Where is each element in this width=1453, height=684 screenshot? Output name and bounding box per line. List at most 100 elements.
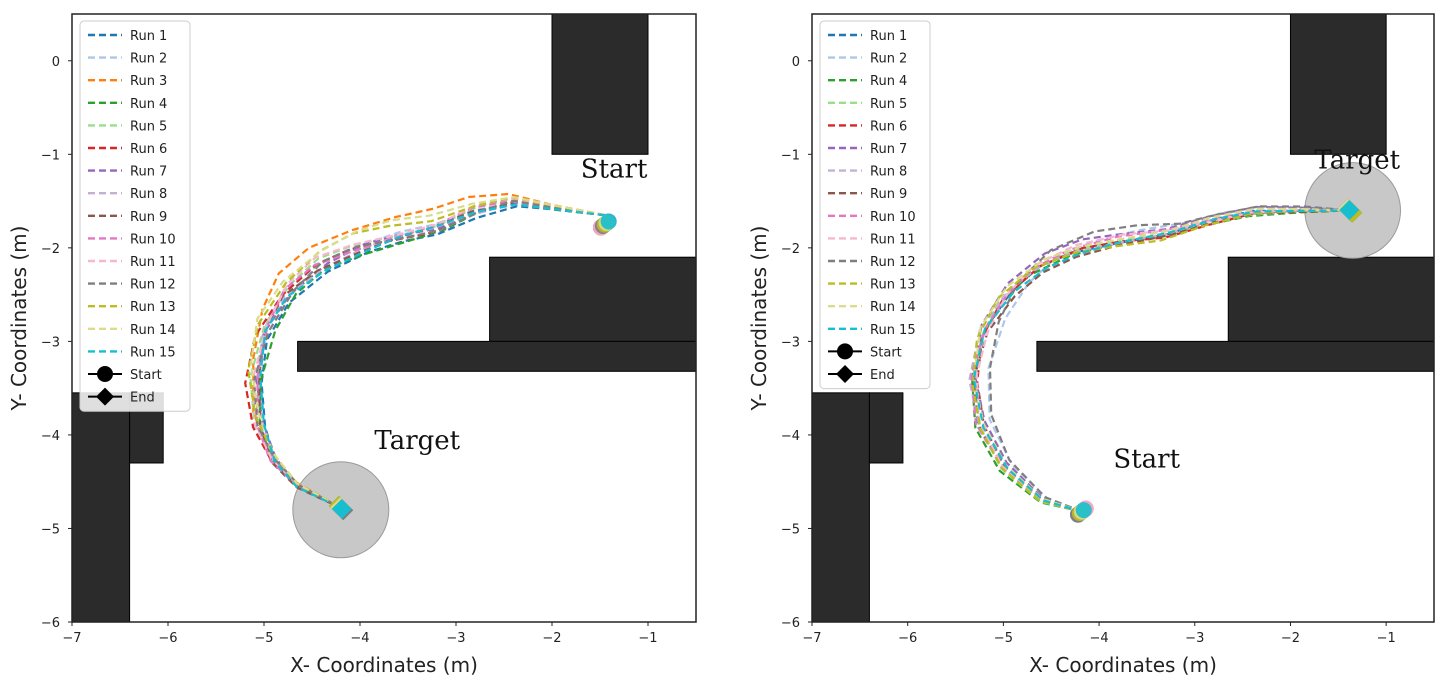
trajectory-run-13 xyxy=(971,209,1350,513)
trajectory-run-11 xyxy=(252,197,605,509)
obstacle-2 xyxy=(868,392,904,464)
trajectory-run-10 xyxy=(255,199,605,509)
trajectory-run-14 xyxy=(972,207,1350,513)
legend-label: Run 6 xyxy=(870,119,907,134)
legend-label: Run 10 xyxy=(130,232,176,247)
legend-label: Run 15 xyxy=(870,323,916,338)
annotation-target: Target xyxy=(374,426,460,456)
axes-frame xyxy=(71,13,697,623)
start-marker xyxy=(1075,502,1092,519)
trajectory-run-15 xyxy=(972,209,1350,513)
y-tick-label: 0 xyxy=(792,55,800,70)
trajectory-run-2 xyxy=(257,201,605,509)
obstacle-1 xyxy=(72,392,131,622)
y-tick-label: −5 xyxy=(781,522,800,537)
legend-label: Run 14 xyxy=(130,323,176,338)
legend-label: Run 6 xyxy=(130,142,167,157)
x-tick-label: −7 xyxy=(802,631,821,646)
y-tick-label: −6 xyxy=(781,616,800,631)
x-tick-label: −1 xyxy=(1377,631,1396,646)
start-marker xyxy=(600,213,617,230)
legend-label: Run 12 xyxy=(870,255,916,270)
legend-label: Run 9 xyxy=(870,187,907,202)
obstacle-3 xyxy=(1289,14,1387,155)
legend: Run 1 Run 2 Run 4 Run 5 Run 6 Run 7 Run 8 Run 9… xyxy=(819,20,931,390)
x-tick-label: −4 xyxy=(350,631,369,646)
x-tick-label: −7 xyxy=(62,631,81,646)
y-tick-label: −1 xyxy=(41,148,60,163)
trajectory-run-12 xyxy=(252,199,605,509)
obstacle-1 xyxy=(812,392,870,622)
x-axis-label: X- Coordinates (m) xyxy=(1029,653,1217,677)
legend-label: Start xyxy=(870,345,902,360)
y-tick-label: −3 xyxy=(41,335,60,350)
y-tick-label: −2 xyxy=(41,242,60,257)
y-tick-label: 0 xyxy=(52,55,60,70)
legend-label: Start xyxy=(130,368,162,383)
trajectory-run-11 xyxy=(975,208,1350,513)
legend-label: Run 14 xyxy=(870,300,916,315)
legend-label: Run 15 xyxy=(130,345,176,360)
trajectory-run-6 xyxy=(976,208,1350,513)
y-axis-label: Y- Coordinates (m) xyxy=(747,226,771,412)
x-tick-label: −6 xyxy=(898,631,917,646)
legend-box xyxy=(819,20,931,390)
obstacle-4 xyxy=(489,256,696,342)
obstacle-4 xyxy=(1227,256,1434,342)
annotation-start: Start xyxy=(1113,445,1180,475)
x-axis-label: X- Coordinates (m) xyxy=(290,653,478,677)
y-tick-label: −6 xyxy=(41,616,60,631)
legend-label: Run 12 xyxy=(130,278,176,293)
legend-label: Run 7 xyxy=(130,165,167,180)
legend-label: Run 9 xyxy=(130,210,167,225)
trajectory-run-1 xyxy=(260,205,605,509)
x-tick-label: −2 xyxy=(1281,631,1300,646)
trajectory-run-7 xyxy=(973,205,1350,513)
x-tick-label: −5 xyxy=(254,631,273,646)
legend-label: Run 7 xyxy=(870,142,907,157)
legend-label: Run 13 xyxy=(870,278,916,293)
legend-label: End xyxy=(870,368,895,383)
x-tick-label: −1 xyxy=(638,631,657,646)
legend-label: Run 2 xyxy=(130,52,167,67)
legend-end-marker xyxy=(836,365,854,383)
obstacle-5 xyxy=(297,340,696,372)
axes-frame xyxy=(811,13,1435,623)
trajectory-run-15 xyxy=(259,203,605,509)
y-tick-label: −5 xyxy=(41,522,60,537)
x-tick-label: −3 xyxy=(446,631,465,646)
legend-label: Run 1 xyxy=(130,29,167,44)
legend-start-marker xyxy=(837,343,853,360)
legend-label: Run 4 xyxy=(130,97,167,112)
plot-area xyxy=(72,14,696,622)
obstacle-5 xyxy=(1036,340,1434,372)
legend-label: Run 5 xyxy=(870,97,907,112)
y-axis-label: Y- Coordinates (m) xyxy=(7,226,31,412)
legend-label: Run 8 xyxy=(870,165,907,180)
x-tick-label: −4 xyxy=(1089,631,1108,646)
legend-label: Run 4 xyxy=(870,74,907,89)
x-tick-label: −5 xyxy=(994,631,1013,646)
legend-label: Run 2 xyxy=(870,52,907,67)
y-tick-label: −2 xyxy=(781,242,800,257)
legend-label: Run 5 xyxy=(130,119,167,134)
legend-label: Run 11 xyxy=(130,255,176,270)
annotation-start: Start xyxy=(581,155,648,185)
trajectory-run-12 xyxy=(988,205,1350,513)
legend-label: Run 11 xyxy=(870,232,916,247)
y-tick-label: −1 xyxy=(781,148,800,163)
legend-label: Run 3 xyxy=(130,74,167,89)
y-tick-label: −4 xyxy=(41,429,60,444)
end-marker xyxy=(1339,199,1360,220)
legend-start-marker xyxy=(97,366,113,382)
obstacle-3 xyxy=(551,14,649,155)
legend-label: Run 1 xyxy=(870,29,907,44)
y-tick-label: −3 xyxy=(781,335,800,350)
end-marker xyxy=(331,498,352,519)
x-tick-label: −3 xyxy=(1185,631,1204,646)
trajectory-run-9 xyxy=(258,202,605,509)
legend-label: End xyxy=(130,391,155,406)
